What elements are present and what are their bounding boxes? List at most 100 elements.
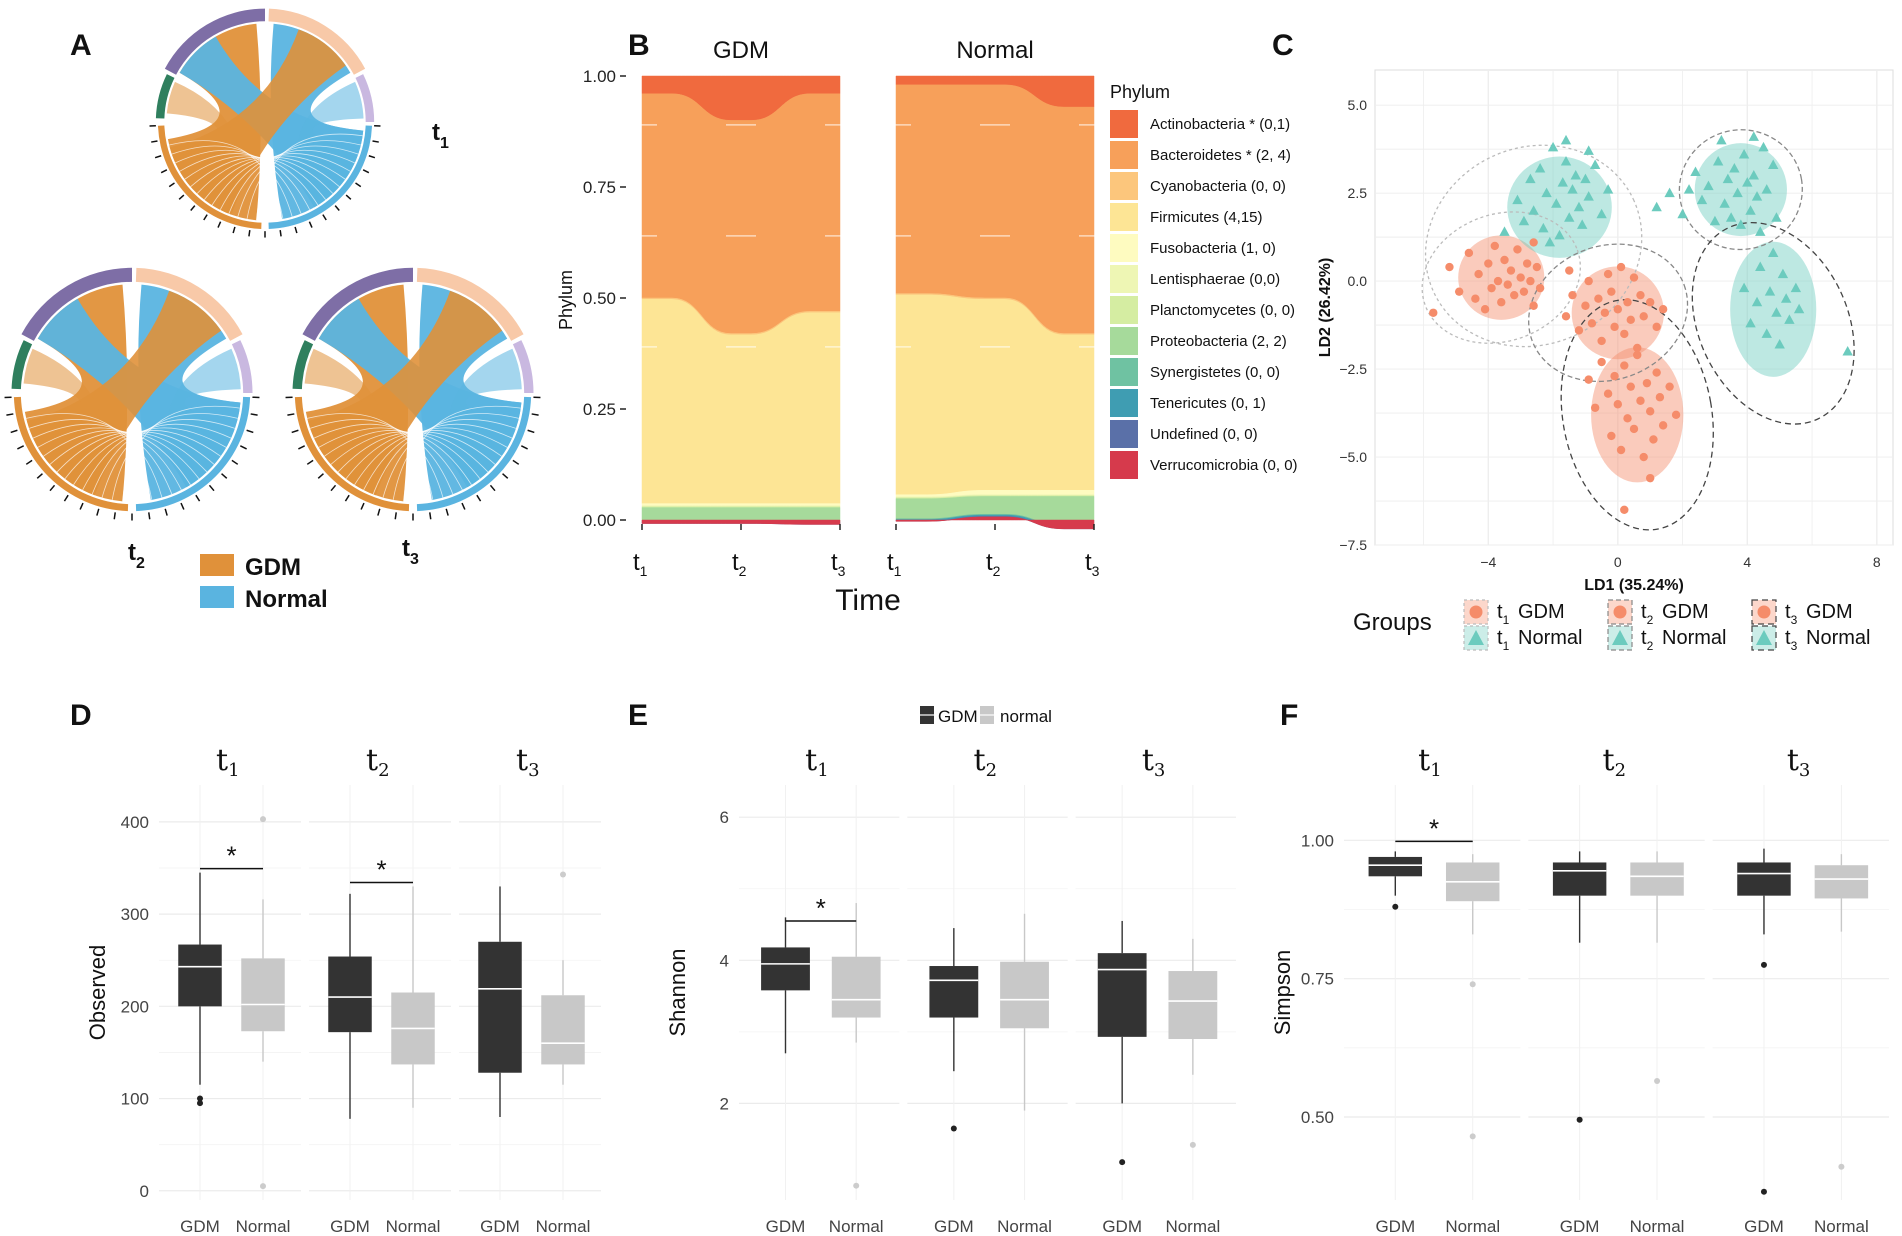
y-tick-label: −7.5 — [1339, 537, 1367, 553]
chord-sector-gdm — [158, 125, 262, 229]
chord-sector-left-small — [292, 340, 314, 390]
point-normal — [1725, 212, 1737, 222]
point-normal — [1751, 191, 1763, 201]
legend-label: Planctomycetes (0, 0) — [1150, 302, 1295, 319]
outlier-point — [197, 1100, 203, 1107]
point-gdm — [1623, 414, 1632, 423]
chord-axis-tick — [377, 508, 381, 516]
point-normal — [1567, 184, 1578, 194]
point-gdm — [1519, 287, 1529, 296]
chord-axis-tick — [231, 459, 239, 465]
chord-axis-tick — [489, 484, 496, 492]
point-normal — [1583, 145, 1594, 155]
point-gdm — [1445, 262, 1454, 272]
outlier-point — [197, 1095, 203, 1102]
point-normal — [1761, 184, 1772, 194]
chord-axis-tick — [190, 205, 196, 211]
chord-ribbon-gdm-minor — [304, 348, 386, 496]
chord-axis-tick — [180, 502, 185, 510]
point-gdm — [1561, 312, 1571, 321]
legend-key-circle — [1757, 605, 1771, 619]
point-normal — [1748, 170, 1759, 180]
chord-sector-normal — [416, 396, 532, 512]
point-gdm — [1584, 276, 1593, 286]
point-normal — [1528, 205, 1539, 215]
point-normal — [1596, 208, 1607, 219]
box-gdm — [1552, 862, 1607, 896]
facet-strip-label: t2 — [974, 743, 998, 781]
outlier-point — [950, 1125, 957, 1132]
legend-label: t2 — [1641, 627, 1654, 653]
point-gdm — [1610, 371, 1619, 381]
chord-sector-upper-left — [21, 267, 132, 341]
chord-axis-tick — [203, 214, 208, 221]
point-gdm — [1506, 266, 1516, 275]
chord-sector-gdm — [294, 396, 410, 512]
chord-axis-tick — [322, 214, 327, 221]
dashed-ellipse-t1 — [1424, 144, 1643, 348]
chord-axis-tick — [79, 502, 84, 510]
point-normal — [1748, 131, 1759, 141]
chord-axis-tick — [154, 155, 162, 159]
box-gdm — [929, 966, 979, 1018]
point-normal — [1709, 215, 1721, 226]
point-normal — [1738, 282, 1750, 293]
legend-label: t1 — [1497, 627, 1510, 653]
point-gdm — [1529, 301, 1538, 310]
chord-axis-tick — [512, 459, 520, 465]
chord-axis-tick — [113, 512, 116, 520]
facet-strip-label: t3 — [516, 743, 540, 781]
y-tick-label: 0.00 — [583, 511, 616, 530]
point-normal — [1780, 293, 1792, 303]
point-gdm — [1454, 287, 1464, 296]
y-axis-label: Simpson — [1270, 950, 1295, 1036]
box-gdm — [761, 947, 810, 991]
box-normal — [1814, 865, 1869, 899]
point-gdm — [1639, 312, 1648, 321]
point-normal — [1784, 314, 1795, 324]
outlier-point — [1392, 903, 1399, 910]
y-tick-label: 0 — [140, 1182, 149, 1201]
area-gdm-proteobacteria — [641, 507, 841, 522]
point-gdm — [1480, 305, 1490, 314]
y-axis-label: Observed — [85, 945, 110, 1040]
legend-swatch-normal — [200, 586, 234, 608]
point-gdm — [1568, 290, 1577, 300]
chord-sector-normal — [268, 125, 372, 229]
legend-label: Undefined (0, 0) — [1150, 426, 1258, 443]
chord-axis-tick — [248, 230, 251, 237]
point-gdm — [1471, 294, 1480, 303]
chord-axis-tick — [195, 494, 201, 502]
phylum-area-chart: 0.00 0.25 0.50 0.75 1.00 Phylum GDM t1 t2 t3 Norma… — [556, 37, 1298, 617]
point-gdm — [1607, 287, 1616, 296]
y-tick-label: 200 — [121, 997, 149, 1016]
point-gdm — [1490, 241, 1499, 251]
point-gdm — [1497, 298, 1506, 307]
legend-label: t2 — [1641, 601, 1654, 627]
chord-axis-tick — [345, 194, 352, 200]
facet-strip-label: t2 — [366, 743, 390, 781]
point-gdm — [1590, 403, 1600, 412]
point-gdm — [1613, 305, 1623, 314]
chord-axis-tick — [372, 140, 379, 143]
point-normal — [1768, 247, 1779, 257]
x-tick-label: Normal — [829, 1217, 884, 1236]
chord-axis-tick — [208, 484, 215, 492]
legend-swatch — [1110, 389, 1138, 417]
point-gdm — [1464, 248, 1474, 258]
point-normal — [1768, 159, 1779, 169]
x-tick-label: 0 — [1614, 554, 1622, 570]
chord-axis-tick — [6, 413, 14, 416]
point-normal — [1690, 166, 1701, 177]
point-normal — [1525, 173, 1536, 184]
chord-axis-tick — [330, 484, 337, 492]
point-gdm — [1594, 294, 1603, 303]
chord-time-label-t1: t1 — [432, 119, 449, 152]
significance-star: * — [376, 854, 386, 884]
chord-axis-tick — [344, 494, 350, 502]
point-normal — [1554, 229, 1565, 240]
legend-label: Tenericutes (0, 1) — [1150, 395, 1266, 412]
point-normal — [1589, 159, 1601, 169]
chord-axis-tick — [461, 502, 466, 510]
point-gdm — [1500, 255, 1509, 265]
